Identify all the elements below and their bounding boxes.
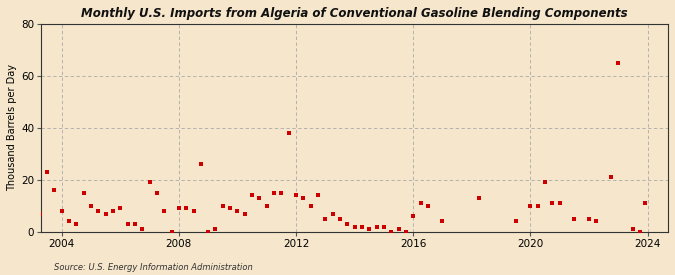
Point — [269, 191, 279, 195]
Point — [533, 204, 543, 208]
Point — [320, 217, 331, 221]
Point — [400, 230, 411, 234]
Point — [63, 219, 74, 224]
Point — [86, 204, 97, 208]
Point — [349, 224, 360, 229]
Title: Monthly U.S. Imports from Algeria of Conventional Gasoline Blending Components: Monthly U.S. Imports from Algeria of Con… — [81, 7, 628, 20]
Point — [130, 222, 140, 226]
Point — [71, 222, 82, 226]
Point — [327, 211, 338, 216]
Point — [547, 201, 558, 205]
Point — [415, 201, 426, 205]
Point — [225, 206, 236, 211]
Point — [628, 227, 639, 232]
Point — [474, 196, 485, 200]
Point — [525, 204, 536, 208]
Y-axis label: Thousand Barrels per Day: Thousand Barrels per Day — [7, 64, 17, 191]
Point — [313, 193, 323, 198]
Point — [42, 170, 53, 174]
Point — [510, 219, 521, 224]
Point — [196, 162, 207, 166]
Point — [151, 191, 162, 195]
Point — [78, 191, 89, 195]
Point — [356, 224, 367, 229]
Point — [364, 227, 375, 232]
Point — [335, 217, 346, 221]
Point — [437, 219, 448, 224]
Point — [291, 193, 302, 198]
Point — [246, 193, 257, 198]
Point — [122, 222, 133, 226]
Point — [254, 196, 265, 200]
Point — [554, 201, 565, 205]
Point — [342, 222, 353, 226]
Point — [49, 188, 60, 192]
Point — [634, 230, 645, 234]
Point — [379, 224, 389, 229]
Point — [423, 204, 433, 208]
Point — [298, 196, 308, 200]
Point — [261, 204, 272, 208]
Point — [613, 61, 624, 65]
Point — [188, 209, 199, 213]
Point — [605, 175, 616, 180]
Point — [137, 227, 148, 232]
Point — [240, 211, 250, 216]
Point — [181, 206, 192, 211]
Point — [100, 211, 111, 216]
Point — [371, 224, 382, 229]
Point — [34, 211, 45, 216]
Point — [93, 209, 104, 213]
Point — [107, 209, 118, 213]
Point — [159, 209, 169, 213]
Point — [386, 230, 397, 234]
Point — [569, 217, 580, 221]
Point — [539, 180, 550, 185]
Point — [276, 191, 287, 195]
Point — [584, 217, 595, 221]
Point — [210, 227, 221, 232]
Point — [217, 204, 228, 208]
Point — [591, 219, 601, 224]
Point — [202, 230, 213, 234]
Point — [284, 131, 294, 135]
Text: Source: U.S. Energy Information Administration: Source: U.S. Energy Information Administ… — [54, 263, 252, 272]
Point — [393, 227, 404, 232]
Point — [144, 180, 155, 185]
Point — [232, 209, 243, 213]
Point — [56, 209, 67, 213]
Point — [115, 206, 126, 211]
Point — [173, 206, 184, 211]
Point — [305, 204, 316, 208]
Point — [639, 201, 650, 205]
Point — [408, 214, 418, 218]
Point — [166, 230, 177, 234]
